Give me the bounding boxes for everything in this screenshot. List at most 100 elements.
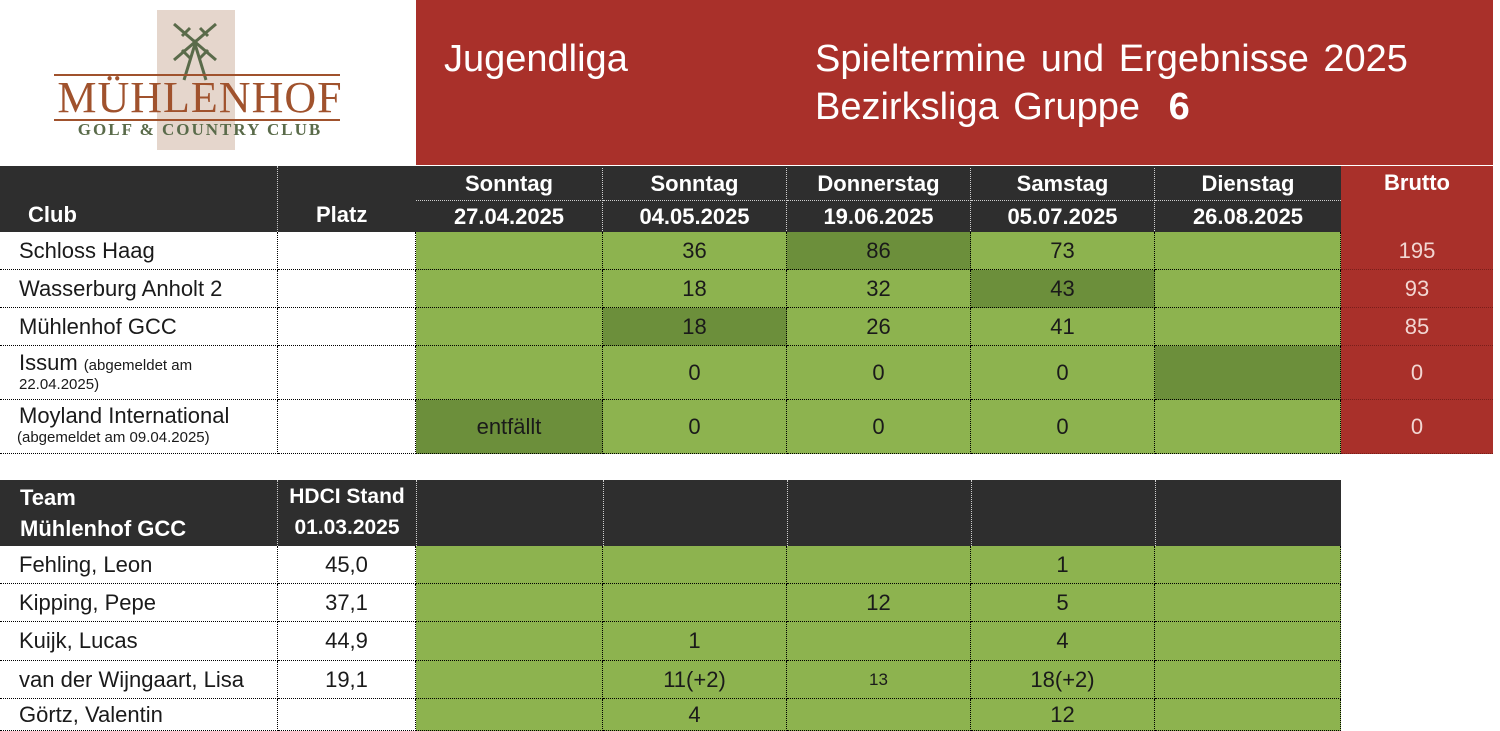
logo-backdrop: [157, 10, 235, 150]
player-score-cell: 1: [603, 622, 787, 661]
score-cell: 41: [971, 308, 1155, 346]
day-date-header: 19.06.2025: [787, 200, 971, 231]
player-score-cell: 5: [971, 584, 1155, 622]
club-name: Schloss Haag: [19, 237, 155, 263]
brutto-cell: 85: [1341, 308, 1493, 346]
club-name: Wasserburg Anholt 2: [19, 275, 223, 301]
logo: MÜHLENHOF GOLF & COUNTRY CLUB: [50, 8, 350, 158]
score-cell: [416, 346, 603, 400]
team-header-divider: [277, 480, 278, 546]
club-name: Mühlenhof GCC: [19, 313, 177, 339]
score-cell: 0: [603, 346, 787, 400]
club-name-cell: Moyland International (abgemeldet am 09.0…: [0, 400, 278, 454]
team-header-divider: [971, 480, 972, 546]
player-name-cell: van der Wijngaart, Lisa: [0, 661, 278, 699]
score-cell: [416, 232, 603, 270]
player-score-cell: 4: [971, 622, 1155, 661]
platz-cell: [278, 232, 416, 270]
player-score-cell: [1155, 546, 1341, 584]
player-name-cell: Kuijk, Lucas: [0, 622, 278, 661]
score-cell: 73: [971, 232, 1155, 270]
score-cell: [1155, 400, 1341, 454]
hdci-header-line1: HDCI Stand: [289, 485, 405, 508]
banner-title-line1: Spieltermine und Ergebnisse 2025: [815, 38, 1408, 80]
platz-column-header: Platz: [316, 202, 368, 227]
club-name-cell: Mühlenhof GCC: [0, 308, 278, 346]
player-score-cell: [1155, 584, 1341, 622]
score-cell: 0: [971, 400, 1155, 454]
day-date-header: 05.07.2025: [971, 200, 1155, 231]
logo-subtitle: GOLF & COUNTRY CLUB: [77, 120, 323, 139]
club-name-cell: Wasserburg Anholt 2: [0, 270, 278, 308]
brutto-cell: 195: [1341, 232, 1493, 270]
score-cell: [1155, 308, 1341, 346]
banner-group-label: Bezirksliga Gruppe: [815, 86, 1141, 128]
player-score-cell: [416, 622, 603, 661]
player-hdci-cell: 44,9: [278, 622, 416, 661]
player-score-cell: [416, 546, 603, 584]
club-column-header: Club: [28, 202, 77, 228]
results-header-days: [416, 166, 1341, 232]
score-cell: 32: [787, 270, 971, 308]
logo-line-top: [54, 74, 340, 76]
score-cell: 0: [787, 346, 971, 400]
score-cell: 43: [971, 270, 1155, 308]
player-score-cell: 12: [971, 699, 1155, 731]
score-cell: 0: [971, 346, 1155, 400]
team-header: [0, 480, 1341, 546]
league-title: Jugendliga: [444, 38, 628, 80]
score-cell: [416, 270, 603, 308]
logo-line-bottom: [54, 119, 340, 121]
day-weekday-header: Sonntag: [603, 168, 787, 199]
player-score-cell: [1155, 661, 1341, 699]
day-weekday-header: Donnerstag: [787, 168, 971, 199]
player-score-cell: 12: [787, 584, 971, 622]
banner-group-number: 6: [1168, 86, 1190, 128]
score-cell: entfällt: [416, 400, 603, 454]
brutto-cell: 93: [1341, 270, 1493, 308]
windmill-icon: [173, 22, 217, 81]
player-hdci-cell: 37,1: [278, 584, 416, 622]
platz-cell: [278, 270, 416, 308]
title-banner: [416, 0, 1493, 165]
day-weekday-header: Dienstag: [1201, 171, 1295, 196]
player-name-cell: Kipping, Pepe: [0, 584, 278, 622]
player-score-cell: 11(+2): [603, 661, 787, 699]
brutto-column-header: Brutto: [1384, 170, 1450, 195]
team-header-divider: [787, 480, 788, 546]
player-score-cell: [787, 699, 971, 731]
club-note: (abgemeldet am: [83, 357, 193, 374]
club-name-cell: Schloss Haag: [0, 232, 278, 270]
team-header-divider: [1155, 480, 1156, 546]
player-score-cell: [1155, 699, 1341, 731]
banner-title-line2: Bezirksliga Gruppe 6: [815, 86, 1190, 129]
player-score-cell: 13: [787, 661, 971, 699]
day-date-header: 04.05.2025: [603, 200, 787, 231]
team-header-line2: Mühlenhof GCC: [20, 516, 187, 541]
player-score-cell: [416, 584, 603, 622]
club-name: Moyland International: [19, 403, 230, 428]
score-cell: 0: [787, 400, 971, 454]
club-note-line2: 22.04.2025): [19, 376, 100, 393]
club-name-cell: Issum (abgemeldet am 22.04.2025): [0, 346, 278, 400]
score-cell: [416, 308, 603, 346]
club-name: Issum: [19, 350, 78, 375]
player-hdci-cell: 19,1: [278, 661, 416, 699]
player-score-cell: [1155, 622, 1341, 661]
platz-cell: [278, 308, 416, 346]
day-weekday-header: Samstag: [971, 168, 1155, 199]
team-header-line1: Team: [20, 485, 76, 510]
score-cell: [1155, 232, 1341, 270]
player-hdci-cell: [278, 699, 416, 731]
score-cell: 26: [787, 308, 971, 346]
club-note: (abgemeldet am 09.04.2025): [17, 429, 210, 446]
score-cell: 18: [603, 270, 787, 308]
player-score-cell: 4: [603, 699, 787, 731]
team-header-divider: [603, 480, 604, 546]
player-name-cell: Görtz, Valentin: [0, 699, 278, 731]
score-cell: 0: [603, 400, 787, 454]
platz-cell: [278, 346, 416, 400]
player-score-cell: [603, 584, 787, 622]
brutto-header-cell: [1341, 166, 1493, 232]
platz-cell: [278, 400, 416, 454]
